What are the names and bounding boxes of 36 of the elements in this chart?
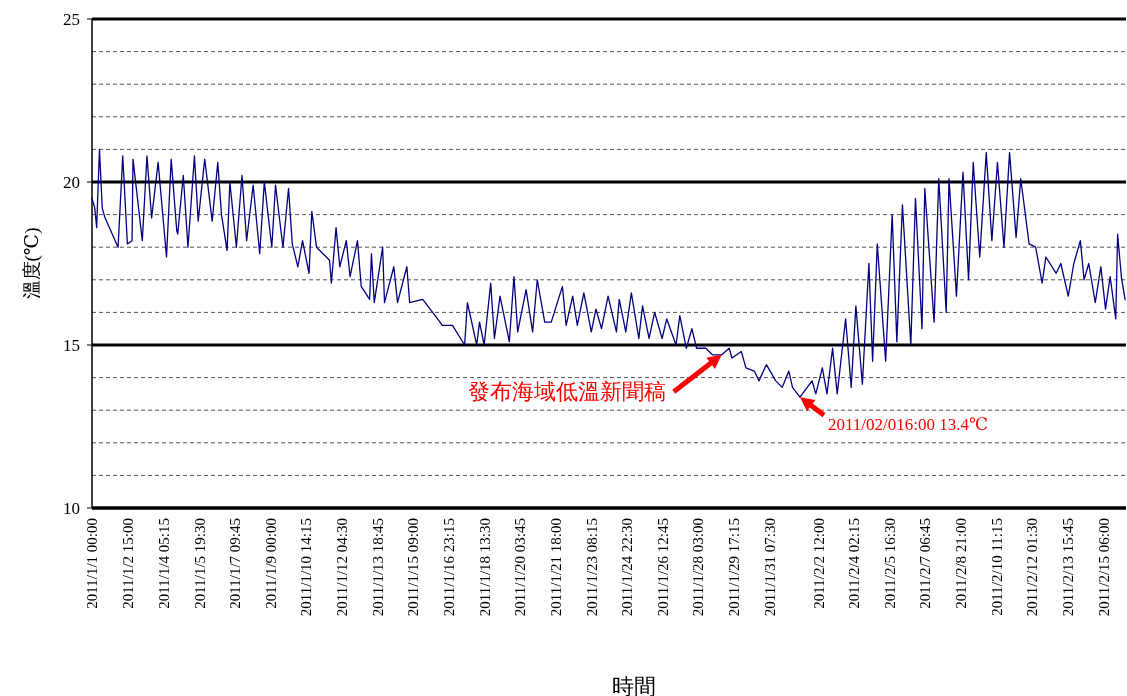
x-tick-label: 2011/1/10 14:15 [298,518,315,617]
y-axis-title: 溫度(℃) [21,227,43,300]
x-tick-label: 2011/1/9 00:00 [262,518,279,609]
y-tick-label: 15 [63,336,80,355]
x-tick-label: 2011/2/7 06:45 [917,518,934,609]
x-tick-label: 2011/1/15 09:00 [405,518,422,617]
x-tick-label: 2011/1/18 13:30 [476,518,493,617]
x-tick-label: 2011/2/4 02:15 [846,518,863,609]
x-tick-label: 2011/1/24 22:30 [619,518,636,617]
x-tick-label: 2011/1/31 07:30 [761,518,778,617]
y-tick-label: 20 [63,173,80,192]
x-tick-label: 2011/2/5 16:30 [881,518,898,609]
x-tick-label: 2011/2/8 21:00 [953,518,970,609]
x-tick-label: 2011/1/28 03:00 [690,518,707,617]
x-tick-label: 2011/2/15 06:00 [1095,518,1112,617]
y-tick-label: 25 [63,10,80,29]
x-tick-label: 2011/1/21 18:00 [547,518,564,617]
x-tick-label: 2011/1/7 09:45 [227,518,244,609]
x-tick-label: 2011/1/1 00:00 [84,518,100,609]
x-tick-label: 2011/2/12 01:30 [1024,518,1041,617]
annotation: 發布海域低溫新聞稿 [467,378,666,404]
x-tick-label: 2011/1/13 18:45 [369,518,386,617]
x-tick-label: 2011/2/2 12:00 [810,518,827,609]
x-tick-label: 2011/1/20 03:45 [512,518,529,617]
x-tick-label: 2011/1/16 23:15 [441,518,458,617]
x-tick-label: 2011/2/10 11:15 [988,518,1005,616]
x-tick-label: 2011/1/5 19:30 [191,518,208,609]
x-tick-label: 2011/1/2 15:00 [120,518,137,609]
y-tick-label: 10 [63,499,80,518]
x-tick-label: 2011/2/13 15:45 [1060,518,1077,617]
x-tick-label: 2011/1/4 05:15 [155,518,172,609]
x-tick-label: 2011/1/29 17:15 [726,518,743,617]
x-tick-label: 2011/1/23 08:15 [583,518,600,617]
annotation: 2011/02/016:00 13.4℃ [827,415,989,435]
x-tick-label: 2011/1/26 12:45 [654,518,671,617]
x-tick-label: 2011/1/12 04:30 [334,518,351,617]
